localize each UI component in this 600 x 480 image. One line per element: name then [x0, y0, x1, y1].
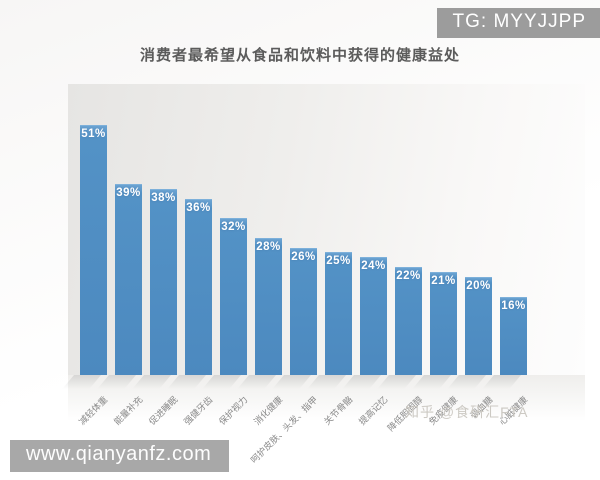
bar-value-label: 38% [151, 192, 176, 204]
bar-value-label: 26% [291, 251, 316, 263]
bar-chart-plot-area: 51% 减轻体重 39% 能量补充 38% 促进睡眠 36% 强健牙齿 32% 保护视力 28% 消化… [77, 125, 530, 465]
bar-value-label: 25% [326, 255, 351, 267]
bar-value-label: 36% [186, 202, 211, 214]
bar: 25% 关节骨骼 [322, 252, 355, 427]
bar: 36% 强健牙齿 [182, 199, 215, 427]
bar: 32% 保护视力 [217, 218, 250, 427]
bar: 28% 消化健康 [252, 238, 285, 427]
bar: 24% 提高记忆 [357, 257, 390, 427]
source-watermark: 知乎 @食研汇FTA [405, 404, 529, 420]
bar-value-label: 32% [221, 221, 246, 233]
tg-watermark-badge: TG: MYYJJPP [436, 8, 600, 38]
bar: 38% 促进睡眠 [147, 189, 180, 427]
bar-value-label: 39% [116, 187, 141, 199]
site-watermark-badge: www.qianyanfz.com [10, 440, 230, 472]
bar: 20% 调血糖 [465, 277, 495, 421]
bar: 51% 减轻体重 [77, 125, 110, 427]
bar: 26% 呵护皮肤、头发、指甲 [249, 248, 320, 465]
bar-value-label: 21% [431, 275, 456, 287]
bar: 16% 心脏健康 [497, 297, 530, 427]
bar-value-label: 28% [256, 241, 281, 253]
bar-value-label: 22% [396, 270, 421, 282]
chart-title: 消费者最希望从食品和饮料中获得的健康益处 [139, 47, 460, 64]
bar: 21% 免疫健康 [427, 272, 460, 427]
bar-value-label: 20% [466, 280, 491, 292]
bar: 22% 降低胆固醇 [386, 267, 425, 433]
bar-value-label: 51% [81, 128, 106, 140]
chart-floor-gradient [68, 375, 585, 433]
bar: 39% 能量补充 [112, 184, 145, 427]
bar-value-label: 24% [361, 260, 386, 272]
bar-value-label: 16% [501, 300, 526, 312]
